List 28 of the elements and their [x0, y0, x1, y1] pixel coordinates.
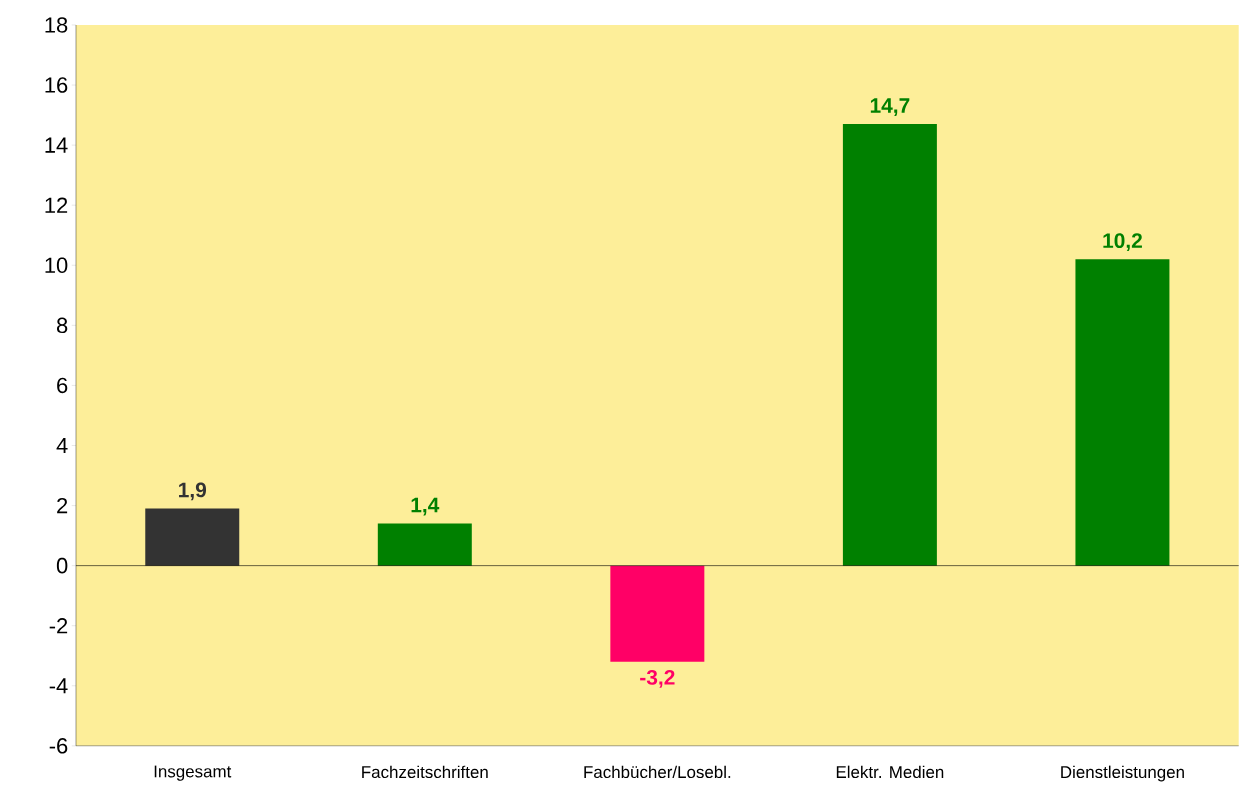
y-tick-label: 4	[56, 438, 68, 454]
y-tick-label: -4	[49, 678, 68, 694]
x-tick-label: Elektr. Medien	[836, 765, 944, 779]
y-tick-label: 8	[56, 317, 68, 334]
data-label: 14,7	[870, 98, 910, 116]
data-label: 1,9	[179, 482, 207, 501]
y-tick-label: 14	[45, 137, 68, 153]
x-tick-label: Dienstleistungen	[1061, 765, 1184, 782]
y-tick-label: 18	[45, 17, 68, 33]
y-tick-label: 0	[56, 557, 68, 574]
y-tick-label: -6	[49, 738, 68, 754]
data-label: 1,4	[411, 497, 440, 516]
bar	[842, 124, 937, 566]
x-tick-label: Insgesamt	[154, 765, 232, 781]
bar	[610, 565, 705, 662]
y-tick-label: 12	[45, 197, 68, 213]
bar	[1075, 259, 1170, 566]
y-tick-label: 2	[57, 497, 68, 514]
y-tick-label: -2	[49, 618, 68, 634]
y-tick-label: 6	[57, 377, 68, 394]
y-tick-label: 10	[45, 257, 68, 274]
data-label: -3,2	[640, 670, 675, 688]
bar	[145, 508, 240, 566]
data-label: 10,2	[1103, 233, 1142, 252]
bar	[377, 523, 472, 566]
x-tick-label: Fachzeitschriften	[362, 765, 488, 779]
y-tick-label: 16	[45, 77, 68, 93]
x-tick-label: Fachbücher/Losebl.	[584, 765, 731, 779]
